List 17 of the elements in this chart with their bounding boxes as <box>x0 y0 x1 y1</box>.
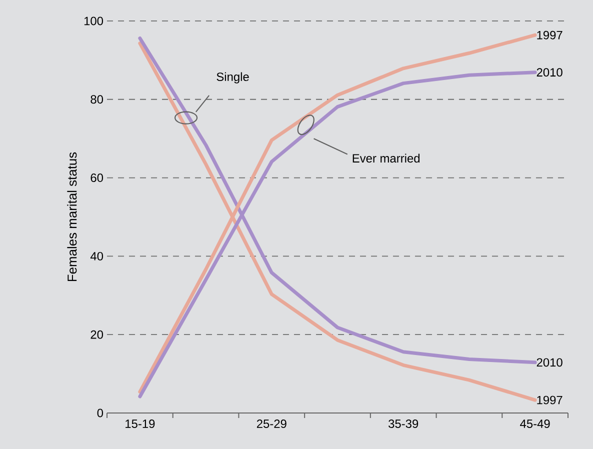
annotation: Single <box>216 72 249 84</box>
y-tick-label: 100 <box>84 16 104 26</box>
series-label: 1997 <box>537 30 562 40</box>
y-tick-label: 60 <box>90 174 104 182</box>
y-tick-label: 0 <box>97 408 104 418</box>
x-tick-label: 15-19 <box>126 420 155 428</box>
series-label: 2010 <box>536 68 562 77</box>
series-label: 1997 <box>537 396 562 404</box>
y-tick-label: 40 <box>90 252 104 260</box>
annotation: Ever married <box>352 154 420 163</box>
x-tick-label: 35-39 <box>388 420 418 428</box>
x-tick-label: 25-29 <box>256 420 286 428</box>
x-tick-label: 45-49 <box>520 420 550 428</box>
y-tick-label: 80 <box>90 95 104 104</box>
y-tick-label: 20 <box>90 330 104 339</box>
y-axis-title: Females marital status <box>67 152 77 282</box>
series-label: 2010 <box>536 358 562 367</box>
